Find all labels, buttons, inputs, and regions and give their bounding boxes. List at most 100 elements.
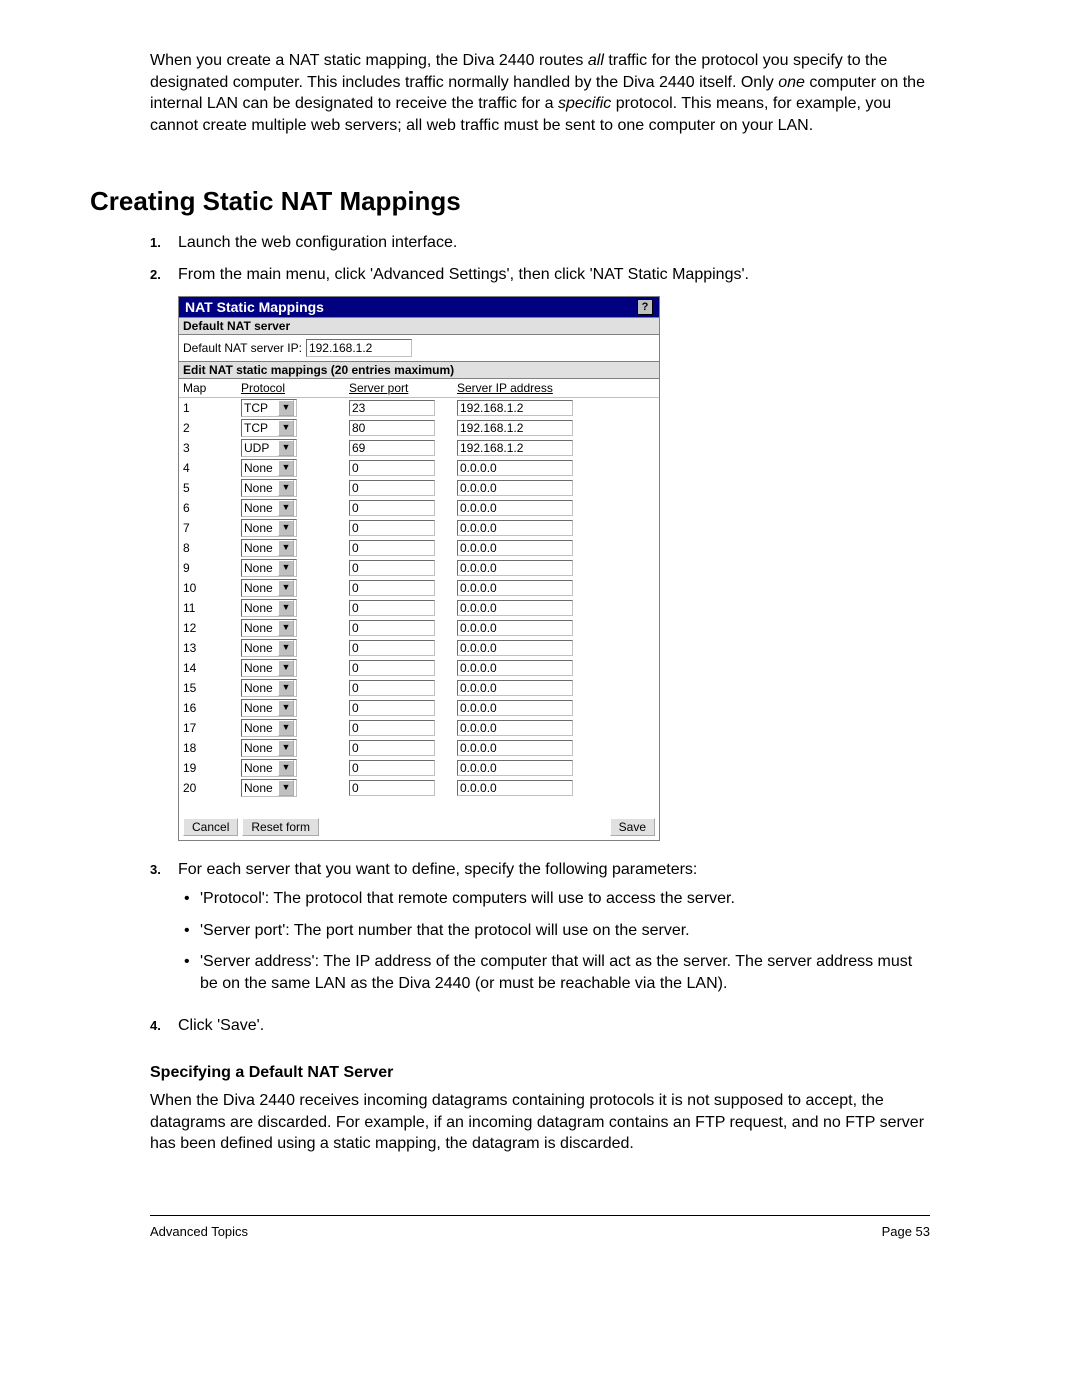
ip-input[interactable]: 0.0.0.0: [457, 520, 573, 536]
ip-input[interactable]: 0.0.0.0: [457, 680, 573, 696]
port-input[interactable]: 0: [349, 640, 435, 656]
protocol-select[interactable]: None▼: [241, 679, 297, 697]
port-input[interactable]: 0: [349, 540, 435, 556]
protocol-select[interactable]: None▼: [241, 659, 297, 677]
protocol-select[interactable]: None▼: [241, 639, 297, 657]
protocol-select[interactable]: None▼: [241, 779, 297, 797]
ip-input[interactable]: 0.0.0.0: [457, 580, 573, 596]
port-input[interactable]: 0: [349, 780, 435, 796]
row-num: 17: [179, 718, 237, 738]
port-input[interactable]: 0: [349, 620, 435, 636]
port-input[interactable]: 69: [349, 440, 435, 456]
save-button[interactable]: Save: [610, 818, 655, 836]
port-input[interactable]: 0: [349, 700, 435, 716]
protocol-select[interactable]: None▼: [241, 459, 297, 477]
chevron-down-icon: ▼: [278, 540, 294, 556]
table-row: 7None▼ 0 0.0.0.0: [179, 518, 659, 538]
protocol-select[interactable]: None▼: [241, 739, 297, 757]
panel-title: NAT Static Mappings: [185, 299, 324, 315]
chevron-down-icon: ▼: [278, 580, 294, 596]
port-input[interactable]: 0: [349, 760, 435, 776]
protocol-select[interactable]: TCP▼: [241, 399, 297, 417]
step-text: Click 'Save'.: [178, 1015, 930, 1037]
row-num: 9: [179, 558, 237, 578]
table-row: 9None▼ 0 0.0.0.0: [179, 558, 659, 578]
ip-input[interactable]: 0.0.0.0: [457, 660, 573, 676]
table-row: 20None▼00.0.0.0: [179, 778, 659, 798]
protocol-select[interactable]: None▼: [241, 759, 297, 777]
chevron-down-icon: ▼: [278, 560, 294, 576]
protocol-select[interactable]: None▼: [241, 519, 297, 537]
table-row: 19None▼ 0 0.0.0.0: [179, 758, 659, 778]
footer-rule: [150, 1215, 930, 1216]
cancel-button[interactable]: Cancel: [183, 818, 238, 836]
help-icon[interactable]: ?: [637, 299, 653, 315]
port-input[interactable]: 0: [349, 720, 435, 736]
ip-input[interactable]: 0.0.0.0: [457, 480, 573, 496]
mappings-table: Map Protocol Server port Server IP addre…: [179, 379, 659, 798]
ip-input[interactable]: 192.168.1.2: [457, 400, 573, 416]
nat-mappings-panel: NAT Static Mappings ? Default NAT server…: [178, 296, 660, 841]
step-number: 2.: [150, 264, 178, 284]
protocol-select[interactable]: None▼: [241, 479, 297, 497]
row-num: 13: [179, 638, 237, 658]
ip-input[interactable]: 0.0.0.0: [457, 760, 573, 776]
protocol-select[interactable]: None▼: [241, 499, 297, 517]
port-input[interactable]: 0: [349, 500, 435, 516]
table-row: 14None▼00.0.0.0: [179, 658, 659, 678]
table-row: 11None▼00.0.0.0: [179, 598, 659, 618]
port-input[interactable]: 0: [349, 740, 435, 756]
port-input[interactable]: 0: [349, 600, 435, 616]
ip-input[interactable]: 0.0.0.0: [457, 500, 573, 516]
port-input[interactable]: 0: [349, 660, 435, 676]
ip-input[interactable]: 0.0.0.0: [457, 780, 573, 796]
protocol-select[interactable]: UDP▼: [241, 439, 297, 457]
ip-input[interactable]: 0.0.0.0: [457, 640, 573, 656]
ip-input[interactable]: 0.0.0.0: [457, 540, 573, 556]
port-input[interactable]: 0: [349, 460, 435, 476]
ip-input[interactable]: 0.0.0.0: [457, 740, 573, 756]
col-ip: Server IP address: [453, 379, 659, 398]
col-protocol: Protocol: [237, 379, 345, 398]
ip-input[interactable]: 0.0.0.0: [457, 620, 573, 636]
protocol-select[interactable]: None▼: [241, 539, 297, 557]
port-input[interactable]: 0: [349, 580, 435, 596]
ip-input[interactable]: 192.168.1.2: [457, 420, 573, 436]
protocol-select[interactable]: None▼: [241, 599, 297, 617]
ip-input[interactable]: 0.0.0.0: [457, 720, 573, 736]
protocol-select[interactable]: None▼: [241, 579, 297, 597]
ip-input[interactable]: 0.0.0.0: [457, 600, 573, 616]
port-input[interactable]: 0: [349, 480, 435, 496]
table-row: 2TCP▼80192.168.1.2: [179, 418, 659, 438]
col-map: Map: [179, 379, 237, 398]
port-input[interactable]: 0: [349, 560, 435, 576]
chevron-down-icon: ▼: [278, 640, 294, 656]
chevron-down-icon: ▼: [278, 720, 294, 736]
edit-mappings-section: Edit NAT static mappings (20 entries max…: [179, 361, 659, 379]
row-num: 1: [179, 397, 237, 418]
protocol-select[interactable]: None▼: [241, 719, 297, 737]
row-num: 19: [179, 758, 237, 778]
ip-input[interactable]: 192.168.1.2: [457, 440, 573, 456]
step-number: 4.: [150, 1015, 178, 1035]
ip-input[interactable]: 0.0.0.0: [457, 460, 573, 476]
port-input[interactable]: 23: [349, 400, 435, 416]
ip-input[interactable]: 0.0.0.0: [457, 560, 573, 576]
step-text: Launch the web configuration interface.: [178, 232, 930, 254]
port-input[interactable]: 0: [349, 680, 435, 696]
default-nat-ip-input[interactable]: [306, 339, 412, 357]
table-row: 5None▼00.0.0.0: [179, 478, 659, 498]
port-input[interactable]: 0: [349, 520, 435, 536]
table-row: 18None▼00.0.0.0: [179, 738, 659, 758]
protocol-select[interactable]: TCP▼: [241, 419, 297, 437]
protocol-select[interactable]: None▼: [241, 619, 297, 637]
chevron-down-icon: ▼: [278, 700, 294, 716]
row-num: 8: [179, 538, 237, 558]
row-num: 7: [179, 518, 237, 538]
ip-input[interactable]: 0.0.0.0: [457, 700, 573, 716]
port-input[interactable]: 80: [349, 420, 435, 436]
protocol-select[interactable]: None▼: [241, 559, 297, 577]
protocol-select[interactable]: None▼: [241, 699, 297, 717]
reset-button[interactable]: Reset form: [242, 818, 319, 836]
chevron-down-icon: ▼: [278, 620, 294, 636]
